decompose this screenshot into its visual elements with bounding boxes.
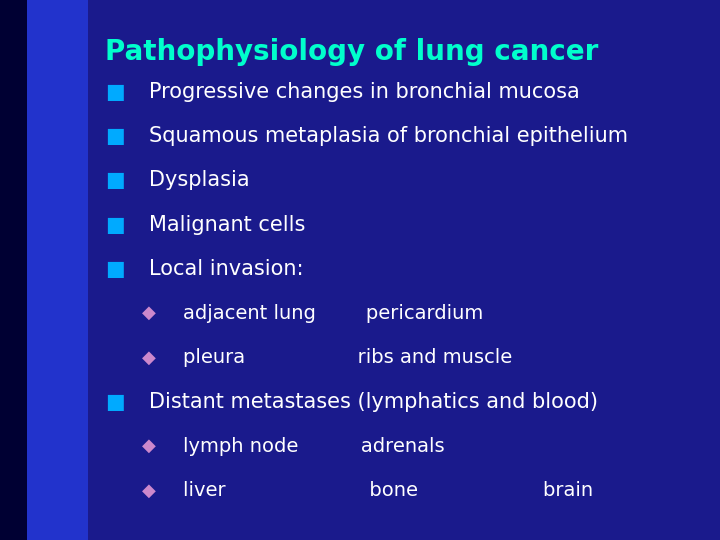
- Text: ■: ■: [105, 392, 125, 412]
- Text: Dysplasia: Dysplasia: [149, 170, 249, 191]
- Text: Malignant cells: Malignant cells: [149, 214, 305, 235]
- FancyBboxPatch shape: [0, 0, 27, 540]
- Text: ■: ■: [105, 126, 125, 146]
- Text: liver                       bone                    brain: liver bone brain: [183, 481, 593, 500]
- Text: ■: ■: [105, 170, 125, 191]
- FancyBboxPatch shape: [0, 0, 88, 540]
- Text: Progressive changes in bronchial mucosa: Progressive changes in bronchial mucosa: [149, 82, 580, 102]
- Text: Local invasion:: Local invasion:: [149, 259, 303, 279]
- Text: adjacent lung        pericardium: adjacent lung pericardium: [183, 303, 483, 323]
- Text: Pathophysiology of lung cancer: Pathophysiology of lung cancer: [105, 38, 598, 66]
- Text: Distant metastases (lymphatics and blood): Distant metastases (lymphatics and blood…: [149, 392, 598, 412]
- Text: ■: ■: [105, 82, 125, 102]
- Text: ◆: ◆: [142, 437, 156, 455]
- Text: ■: ■: [105, 259, 125, 279]
- Text: ◆: ◆: [142, 348, 156, 367]
- Text: lymph node          adrenals: lymph node adrenals: [183, 436, 444, 456]
- Text: ◆: ◆: [142, 481, 156, 500]
- Text: pleura                  ribs and muscle: pleura ribs and muscle: [183, 348, 512, 367]
- Text: Squamous metaplasia of bronchial epithelium: Squamous metaplasia of bronchial epithel…: [149, 126, 628, 146]
- Text: ■: ■: [105, 214, 125, 235]
- Text: ◆: ◆: [142, 304, 156, 322]
